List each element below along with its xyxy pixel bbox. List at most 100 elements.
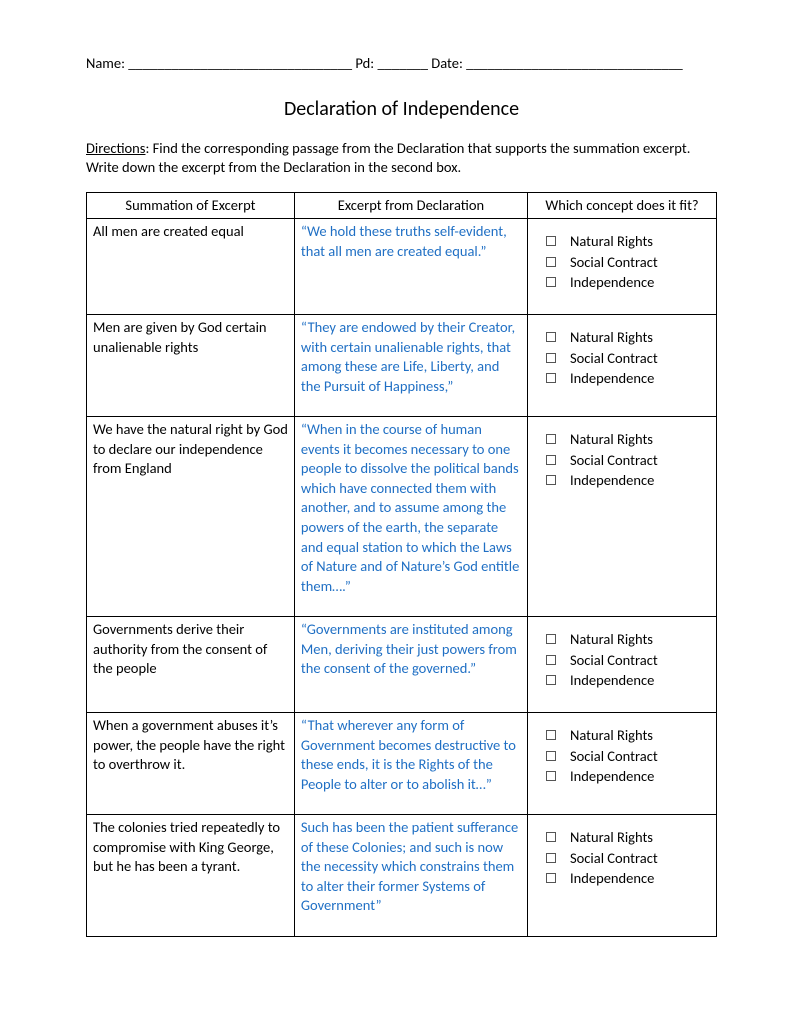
concept-option[interactable]: Independence bbox=[534, 869, 706, 889]
concept-option[interactable]: Social Contract bbox=[534, 849, 706, 869]
concept-cell: Natural RightsSocial ContractIndependenc… bbox=[527, 617, 716, 713]
name-label: Name: bbox=[86, 54, 125, 72]
checkbox-icon[interactable] bbox=[546, 771, 556, 781]
concept-option[interactable]: Natural Rights bbox=[534, 328, 706, 348]
concept-list: Natural RightsSocial ContractIndependenc… bbox=[534, 420, 710, 491]
concept-option[interactable]: Independence bbox=[534, 273, 706, 293]
table-row: When a government abuses it’s power, the… bbox=[87, 712, 717, 814]
date-label: Date: bbox=[431, 54, 463, 72]
header-line: Name: _______________________________ Pd… bbox=[86, 54, 717, 74]
concept-label: Social Contract bbox=[570, 253, 658, 273]
table-row: The colonies tried repeatedly to comprom… bbox=[87, 815, 717, 937]
col-concept: Which concept does it fit? bbox=[527, 192, 716, 219]
concept-option[interactable]: Social Contract bbox=[534, 253, 706, 273]
concept-option[interactable]: Natural Rights bbox=[534, 828, 706, 848]
excerpt-cell: “When in the course of human events it b… bbox=[294, 417, 527, 617]
concept-label: Social Contract bbox=[570, 747, 658, 767]
directions-text: : Find the corresponding passage from th… bbox=[86, 139, 690, 177]
summation-cell: All men are created equal bbox=[87, 219, 295, 315]
concept-label: Social Contract bbox=[570, 451, 658, 471]
directions: Directions: Find the corresponding passa… bbox=[86, 139, 717, 178]
concept-label: Natural Rights bbox=[570, 328, 653, 348]
table-row: Men are given by God certain unalienable… bbox=[87, 314, 717, 416]
page-title: Declaration of Independence bbox=[86, 96, 717, 123]
name-blank[interactable]: _______________________________ bbox=[128, 54, 352, 72]
summation-cell: When a government abuses it’s power, the… bbox=[87, 712, 295, 814]
checkbox-icon[interactable] bbox=[546, 475, 556, 485]
concept-option[interactable]: Social Contract bbox=[534, 651, 706, 671]
checkbox-icon[interactable] bbox=[546, 257, 556, 267]
checkbox-icon[interactable] bbox=[546, 353, 556, 363]
concept-label: Independence bbox=[570, 369, 654, 389]
col-excerpt: Excerpt from Declaration bbox=[294, 192, 527, 219]
concept-label: Natural Rights bbox=[570, 430, 653, 450]
concept-list: Natural RightsSocial ContractIndependenc… bbox=[534, 222, 710, 293]
concept-list: Natural RightsSocial ContractIndependenc… bbox=[534, 318, 710, 389]
concept-option[interactable]: Natural Rights bbox=[534, 630, 706, 650]
concept-label: Independence bbox=[570, 273, 654, 293]
concept-label: Independence bbox=[570, 767, 654, 787]
checkbox-icon[interactable] bbox=[546, 236, 556, 246]
worksheet-page: Name: _______________________________ Pd… bbox=[0, 0, 791, 1024]
table-row: Governments derive their authority from … bbox=[87, 617, 717, 713]
concept-cell: Natural RightsSocial ContractIndependenc… bbox=[527, 314, 716, 416]
concept-cell: Natural RightsSocial ContractIndependenc… bbox=[527, 417, 716, 617]
summation-cell: Men are given by God certain unalienable… bbox=[87, 314, 295, 416]
checkbox-icon[interactable] bbox=[546, 832, 556, 842]
concept-list: Natural RightsSocial ContractIndependenc… bbox=[534, 620, 710, 691]
concept-list: Natural RightsSocial ContractIndependenc… bbox=[534, 716, 710, 787]
checkbox-icon[interactable] bbox=[546, 332, 556, 342]
concept-option[interactable]: Independence bbox=[534, 369, 706, 389]
excerpt-cell: “Governments are instituted among Men, d… bbox=[294, 617, 527, 713]
checkbox-icon[interactable] bbox=[546, 634, 556, 644]
concept-label: Independence bbox=[570, 671, 654, 691]
checkbox-icon[interactable] bbox=[546, 751, 556, 761]
concept-label: Natural Rights bbox=[570, 828, 653, 848]
excerpt-cell: “They are endowed by their Creator, with… bbox=[294, 314, 527, 416]
concept-label: Social Contract bbox=[570, 349, 658, 369]
checkbox-icon[interactable] bbox=[546, 277, 556, 287]
checkbox-icon[interactable] bbox=[546, 655, 556, 665]
directions-label: Directions bbox=[86, 139, 145, 157]
concept-cell: Natural RightsSocial ContractIndependenc… bbox=[527, 219, 716, 315]
table-row: We have the natural right by God to decl… bbox=[87, 417, 717, 617]
concept-option[interactable]: Natural Rights bbox=[534, 430, 706, 450]
checkbox-icon[interactable] bbox=[546, 873, 556, 883]
concept-option[interactable]: Natural Rights bbox=[534, 726, 706, 746]
summation-cell: We have the natural right by God to decl… bbox=[87, 417, 295, 617]
date-blank[interactable]: ______________________________ bbox=[466, 54, 683, 72]
table-row: All men are created equal“We hold these … bbox=[87, 219, 717, 315]
table-header-row: Summation of Excerpt Excerpt from Declar… bbox=[87, 192, 717, 219]
checkbox-icon[interactable] bbox=[546, 434, 556, 444]
summation-cell: The colonies tried repeatedly to comprom… bbox=[87, 815, 295, 937]
checkbox-icon[interactable] bbox=[546, 373, 556, 383]
pd-blank[interactable]: _______ bbox=[377, 54, 428, 72]
concept-label: Natural Rights bbox=[570, 232, 653, 252]
concept-option[interactable]: Social Contract bbox=[534, 451, 706, 471]
concept-option[interactable]: Social Contract bbox=[534, 349, 706, 369]
concept-option[interactable]: Independence bbox=[534, 767, 706, 787]
concept-label: Social Contract bbox=[570, 651, 658, 671]
concept-list: Natural RightsSocial ContractIndependenc… bbox=[534, 818, 710, 889]
concept-option[interactable]: Independence bbox=[534, 671, 706, 691]
concept-label: Social Contract bbox=[570, 849, 658, 869]
summation-cell: Governments derive their authority from … bbox=[87, 617, 295, 713]
concept-option[interactable]: Independence bbox=[534, 471, 706, 491]
checkbox-icon[interactable] bbox=[546, 675, 556, 685]
excerpt-cell: Such has been the patient sufferance of … bbox=[294, 815, 527, 937]
pd-label: Pd: bbox=[355, 54, 374, 72]
concept-cell: Natural RightsSocial ContractIndependenc… bbox=[527, 712, 716, 814]
concept-label: Independence bbox=[570, 471, 654, 491]
excerpt-cell: “We hold these truths self-evident, that… bbox=[294, 219, 527, 315]
concept-option[interactable]: Natural Rights bbox=[534, 232, 706, 252]
concept-label: Independence bbox=[570, 869, 654, 889]
checkbox-icon[interactable] bbox=[546, 455, 556, 465]
concept-option[interactable]: Social Contract bbox=[534, 747, 706, 767]
concept-label: Natural Rights bbox=[570, 726, 653, 746]
checkbox-icon[interactable] bbox=[546, 730, 556, 740]
concept-label: Natural Rights bbox=[570, 630, 653, 650]
excerpt-cell: “That wherever any form of Government be… bbox=[294, 712, 527, 814]
worksheet-table: Summation of Excerpt Excerpt from Declar… bbox=[86, 192, 717, 937]
col-summation: Summation of Excerpt bbox=[87, 192, 295, 219]
checkbox-icon[interactable] bbox=[546, 853, 556, 863]
